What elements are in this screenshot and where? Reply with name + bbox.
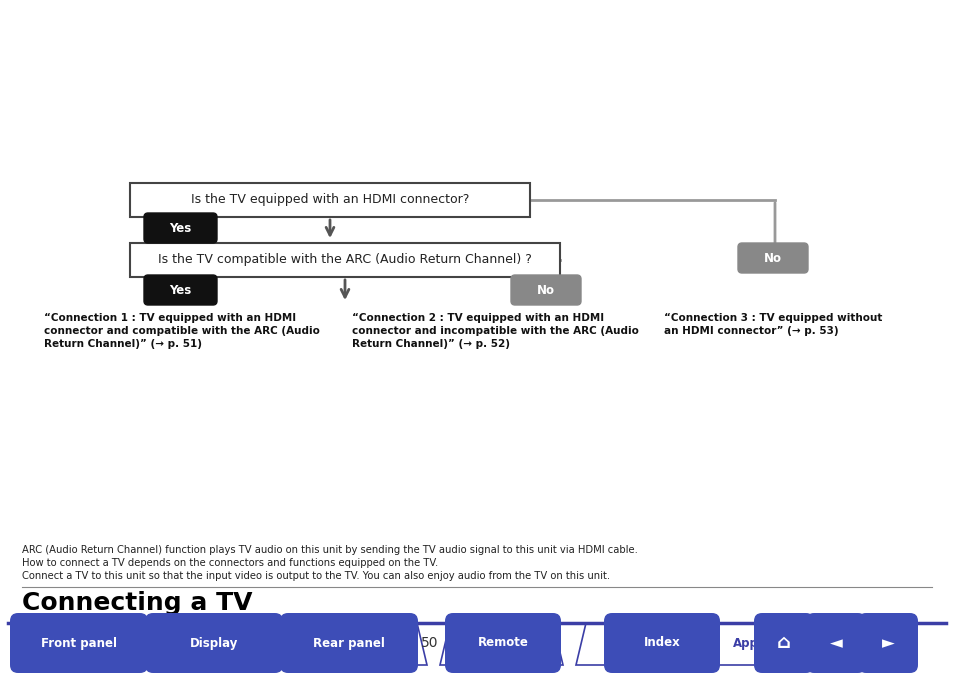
Text: Remote: Remote xyxy=(477,637,528,649)
Text: ►: ► xyxy=(881,634,893,652)
Text: Front panel: Front panel xyxy=(41,637,117,649)
Text: “Connection 3 : TV equipped without: “Connection 3 : TV equipped without xyxy=(663,313,882,323)
Text: 50: 50 xyxy=(421,636,438,650)
FancyBboxPatch shape xyxy=(603,613,720,673)
Text: Contents: Contents xyxy=(44,637,104,651)
Text: Connections: Connections xyxy=(177,637,258,651)
Text: How to connect a TV depends on the connectors and functions equipped on the TV.: How to connect a TV depends on the conne… xyxy=(22,558,437,568)
Text: Return Channel)” (→ p. 51): Return Channel)” (→ p. 51) xyxy=(44,339,202,349)
Polygon shape xyxy=(12,623,136,665)
Text: Display: Display xyxy=(190,637,238,649)
FancyBboxPatch shape xyxy=(130,243,559,277)
Polygon shape xyxy=(696,623,831,665)
Text: ◄: ◄ xyxy=(829,634,841,652)
Polygon shape xyxy=(576,623,683,665)
Text: Playback: Playback xyxy=(334,637,392,651)
Text: Connect a TV to this unit so that the input video is output to the TV. You can a: Connect a TV to this unit so that the in… xyxy=(22,571,610,581)
Text: Index: Index xyxy=(643,637,679,649)
Text: No: No xyxy=(763,252,781,264)
Text: Settings: Settings xyxy=(474,637,529,651)
FancyBboxPatch shape xyxy=(805,613,865,673)
Text: “Connection 2 : TV equipped with an HDMI: “Connection 2 : TV equipped with an HDMI xyxy=(352,313,603,323)
Text: Tips: Tips xyxy=(616,637,643,651)
Text: Appendix: Appendix xyxy=(732,637,794,651)
FancyBboxPatch shape xyxy=(280,613,417,673)
FancyBboxPatch shape xyxy=(857,613,917,673)
FancyBboxPatch shape xyxy=(10,613,148,673)
Text: ⌂: ⌂ xyxy=(776,633,790,653)
Bar xyxy=(0,613,953,673)
Text: Connecting a TV: Connecting a TV xyxy=(22,591,253,615)
Text: connector and compatible with the ARC (Audio: connector and compatible with the ARC (A… xyxy=(44,326,319,336)
Text: Is the TV equipped with an HDMI connector?: Is the TV equipped with an HDMI connecto… xyxy=(191,194,469,207)
FancyBboxPatch shape xyxy=(753,613,813,673)
FancyBboxPatch shape xyxy=(738,243,807,273)
Text: Yes: Yes xyxy=(170,283,192,297)
Text: No: No xyxy=(537,283,555,297)
FancyBboxPatch shape xyxy=(144,213,216,243)
Text: Is the TV compatible with the ARC (Audio Return Channel) ?: Is the TV compatible with the ARC (Audio… xyxy=(158,254,532,267)
Text: ARC (Audio Return Channel) function plays TV audio on this unit by sending the T: ARC (Audio Return Channel) function play… xyxy=(22,545,638,555)
Text: an HDMI connector” (→ p. 53): an HDMI connector” (→ p. 53) xyxy=(663,326,838,336)
Polygon shape xyxy=(298,623,427,665)
Text: Return Channel)” (→ p. 52): Return Channel)” (→ p. 52) xyxy=(352,339,510,349)
Polygon shape xyxy=(150,623,286,665)
Text: Rear panel: Rear panel xyxy=(313,637,384,649)
FancyBboxPatch shape xyxy=(511,275,580,305)
FancyBboxPatch shape xyxy=(444,613,560,673)
FancyBboxPatch shape xyxy=(130,183,530,217)
FancyBboxPatch shape xyxy=(145,613,283,673)
Text: Yes: Yes xyxy=(170,221,192,234)
FancyBboxPatch shape xyxy=(144,275,216,305)
Text: connector and incompatible with the ARC (Audio: connector and incompatible with the ARC … xyxy=(352,326,639,336)
Text: “Connection 1 : TV equipped with an HDMI: “Connection 1 : TV equipped with an HDMI xyxy=(44,313,295,323)
Polygon shape xyxy=(439,623,562,665)
